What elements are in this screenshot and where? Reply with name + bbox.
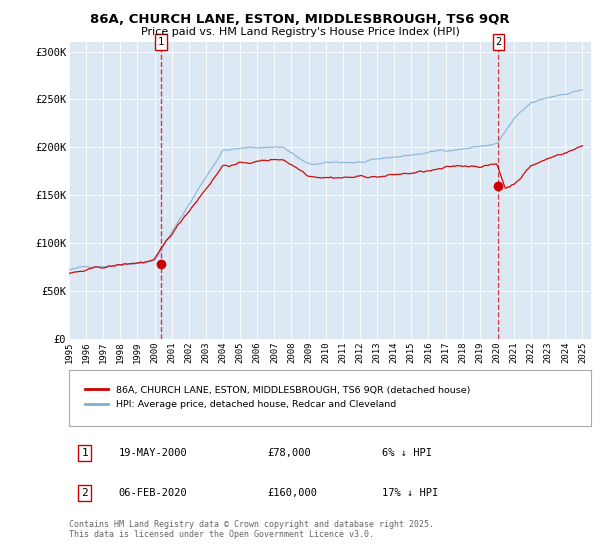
Text: 17% ↓ HPI: 17% ↓ HPI [382, 488, 439, 498]
Text: Price paid vs. HM Land Registry's House Price Index (HPI): Price paid vs. HM Land Registry's House … [140, 27, 460, 38]
Text: 06-FEB-2020: 06-FEB-2020 [119, 488, 187, 498]
Text: £78,000: £78,000 [268, 448, 311, 458]
Text: 1: 1 [81, 448, 88, 458]
Text: 6% ↓ HPI: 6% ↓ HPI [382, 448, 432, 458]
Text: £160,000: £160,000 [268, 488, 317, 498]
Text: 86A, CHURCH LANE, ESTON, MIDDLESBROUGH, TS6 9QR: 86A, CHURCH LANE, ESTON, MIDDLESBROUGH, … [90, 13, 510, 26]
Legend: 86A, CHURCH LANE, ESTON, MIDDLESBROUGH, TS6 9QR (detached house), HPI: Average p: 86A, CHURCH LANE, ESTON, MIDDLESBROUGH, … [79, 380, 476, 415]
Text: 2: 2 [495, 37, 502, 47]
Text: 1: 1 [158, 37, 164, 47]
Text: 19-MAY-2000: 19-MAY-2000 [119, 448, 187, 458]
Text: Contains HM Land Registry data © Crown copyright and database right 2025.
This d: Contains HM Land Registry data © Crown c… [69, 520, 434, 539]
Text: 2: 2 [81, 488, 88, 498]
